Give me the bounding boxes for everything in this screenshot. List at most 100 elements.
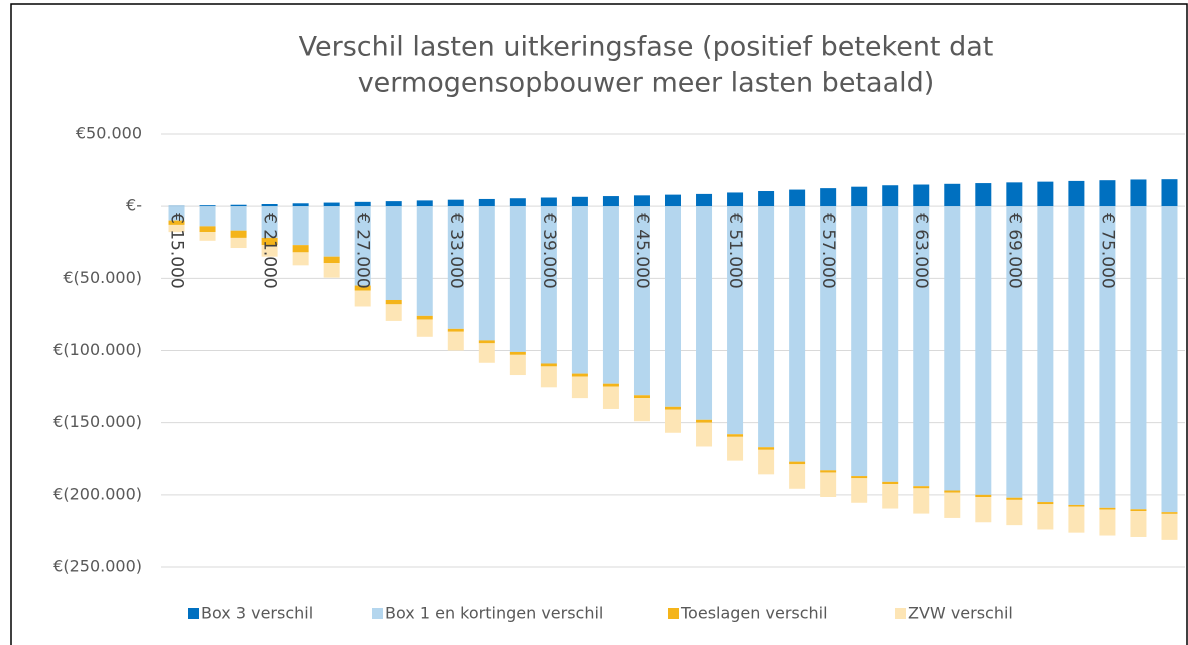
bar-segment [975, 494, 992, 497]
bar-segment [230, 230, 247, 238]
bar-segment [1006, 182, 1023, 207]
legend-label: ZVW verschil [908, 604, 1013, 623]
bar-segment [913, 488, 930, 514]
bar-segment [416, 206, 433, 316]
bar-segment [820, 206, 837, 471]
bar-segment [199, 205, 216, 207]
bar-segment [509, 354, 526, 376]
bar-segment [944, 490, 961, 493]
bar-segment [1037, 181, 1054, 207]
x-tick-label: € 15.000 [167, 213, 187, 289]
x-tick-label: € 33.000 [446, 213, 466, 289]
x-tick-label: € 69.000 [1004, 213, 1024, 289]
x-tick-label: € 51.000 [725, 213, 745, 289]
legend-label: Toeslagen verschil [680, 604, 828, 623]
y-tick-label: €(150.000) [53, 412, 142, 431]
bar-segment [851, 476, 868, 479]
x-tick-label: € 57.000 [818, 213, 838, 289]
bar-segment [261, 206, 278, 238]
bar-segment [292, 252, 309, 266]
bar-segment [354, 290, 371, 307]
bar-segment [913, 486, 930, 489]
bar-segment [1161, 513, 1178, 540]
bar-segment [696, 193, 713, 207]
bar-segment [261, 245, 278, 257]
bar-segment [758, 447, 775, 450]
bar-segment [789, 464, 806, 489]
legend-swatch [668, 608, 679, 619]
bar-segment [975, 206, 992, 495]
bar-segment [416, 319, 433, 337]
bar-segment [944, 206, 961, 491]
bar-segment [168, 206, 185, 221]
bar-segment [1037, 206, 1054, 503]
bar-segment [416, 315, 433, 320]
bar-segment [851, 186, 868, 207]
bar-segment [633, 395, 650, 399]
bar-segment [944, 492, 961, 518]
bar-segment [230, 204, 247, 207]
y-tick-label: €50.000 [76, 124, 142, 143]
legend-label: Box 3 verschil [201, 604, 313, 623]
bar-segment [882, 481, 899, 485]
bar-segment [385, 304, 402, 321]
bar-segment [633, 195, 650, 207]
bar-segment [882, 185, 899, 207]
bar-segment [820, 472, 837, 497]
bar-segment [975, 183, 992, 207]
bar-segment [1037, 504, 1054, 530]
bar-segment [354, 201, 371, 207]
y-tick-label: €(100.000) [53, 340, 142, 359]
x-tick-label: € 63.000 [911, 213, 931, 289]
bar-segment [447, 331, 464, 351]
bar-segment [665, 194, 681, 207]
bar-segment [1161, 179, 1178, 207]
bar-segment [665, 409, 681, 433]
bar-segment [633, 398, 650, 422]
bar-segment [602, 386, 619, 409]
bar-segment [571, 196, 588, 207]
bar-segment [1006, 206, 1023, 498]
bar-segment [758, 449, 775, 475]
bar-segment [292, 245, 309, 253]
bar-segment [354, 206, 371, 286]
bar-segment [1068, 504, 1085, 507]
bar-segment [478, 206, 495, 341]
bar-segment [261, 204, 278, 207]
bar-segment [354, 285, 371, 291]
bar-segment [385, 299, 402, 305]
bar-segment [665, 406, 681, 410]
bar-segment [571, 206, 588, 374]
bar-segment [199, 206, 216, 227]
bar-segment [323, 263, 340, 278]
bar-segment [230, 237, 247, 249]
bar-segment [1130, 206, 1147, 510]
bar-segment [633, 206, 650, 396]
bar-segment [727, 436, 744, 461]
bar-segment [602, 196, 619, 207]
legend-label: Box 1 en kortingen verschil [385, 604, 603, 623]
bar-segment [1161, 206, 1178, 513]
bar-segment [602, 206, 619, 384]
bar-segment [727, 192, 744, 207]
bar-segment [292, 206, 309, 246]
bar-segment [789, 189, 806, 207]
bar-segment [540, 206, 557, 364]
bar-segment [540, 366, 557, 388]
bar-segment [944, 183, 961, 207]
bar-segment [447, 206, 464, 329]
bar-segment [882, 484, 899, 509]
bar-segment [1099, 206, 1116, 508]
bar-segment [540, 363, 557, 367]
bar-segment [1037, 502, 1054, 505]
bar-segment [199, 232, 216, 241]
bar-segment [1161, 512, 1178, 514]
legend-swatch [188, 608, 199, 619]
chart-title: vermogensopbouwer meer lasten betaald) [358, 68, 935, 99]
bar-segment [292, 203, 309, 207]
bar-segment [758, 191, 775, 207]
bar-segment [509, 206, 526, 352]
x-tick-label: € 21.000 [260, 213, 280, 289]
bar-segment [913, 206, 930, 487]
bar-segment [447, 199, 464, 207]
